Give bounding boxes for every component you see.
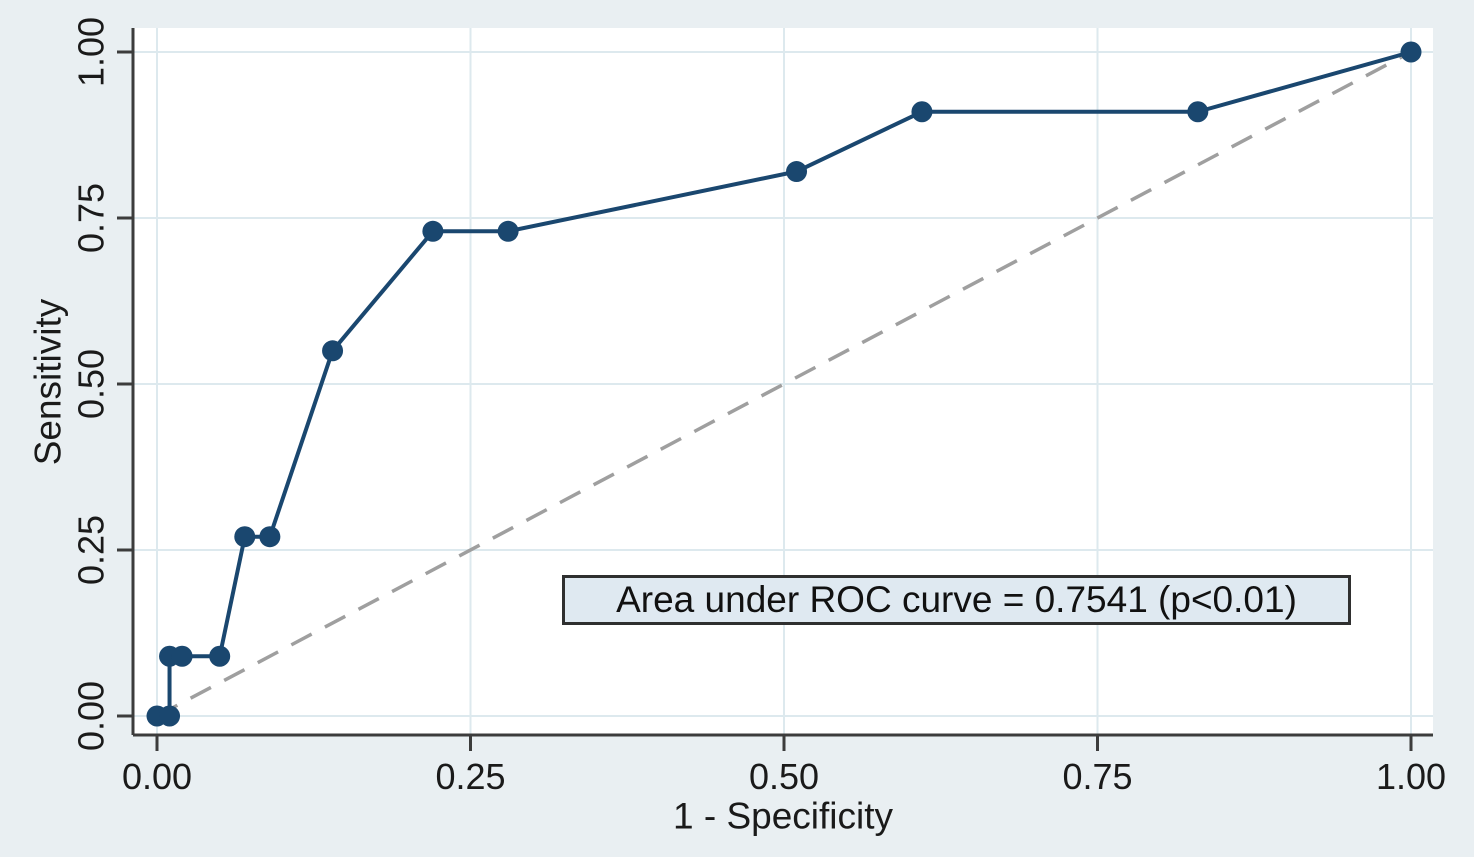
y-tick-label: 0.50	[71, 349, 112, 419]
gridlines	[133, 28, 1433, 735]
x-axis-title: 1 - Specificity	[673, 796, 894, 837]
tick-layer	[117, 50, 1413, 751]
y-tick-label: 1.00	[71, 17, 112, 87]
x-tick-label: 0.75	[1062, 756, 1132, 797]
roc-curve-marker	[159, 705, 181, 727]
x-tick-label: 0.50	[749, 756, 819, 797]
roc-curve-marker	[786, 161, 808, 183]
roc-curve-marker	[1187, 101, 1209, 123]
roc-curve-marker	[171, 645, 193, 667]
roc-curve-marker	[259, 526, 281, 548]
y-tick-label: 0.25	[71, 515, 112, 585]
x-tick-label: 0.00	[122, 756, 192, 797]
auc-annotation: Area under ROC curve = 0.7541 (p<0.01)	[562, 575, 1351, 625]
series-layer	[146, 41, 1422, 727]
tick-label-layer: 0.00 0.25 0.50 0.75 1.00 0.00 0.25 0.50 0.75 1.00	[71, 17, 1447, 797]
y-tick-label: 0.00	[71, 681, 112, 751]
x-tick-label: 1.00	[1376, 756, 1446, 797]
roc-curve-marker	[234, 526, 256, 548]
roc-curve-marker	[911, 101, 933, 123]
reference-diagonal-line	[156, 50, 1412, 718]
y-axis-title: Sensitivity	[28, 298, 69, 465]
roc-curve-marker	[322, 340, 344, 362]
roc-curve-marker	[497, 220, 519, 242]
roc-curve-marker	[209, 645, 231, 667]
roc-curve-marker	[1400, 41, 1422, 63]
roc-curve-marker	[422, 220, 444, 242]
x-tick-label: 0.25	[435, 756, 505, 797]
y-tick-label: 0.75	[71, 183, 112, 253]
